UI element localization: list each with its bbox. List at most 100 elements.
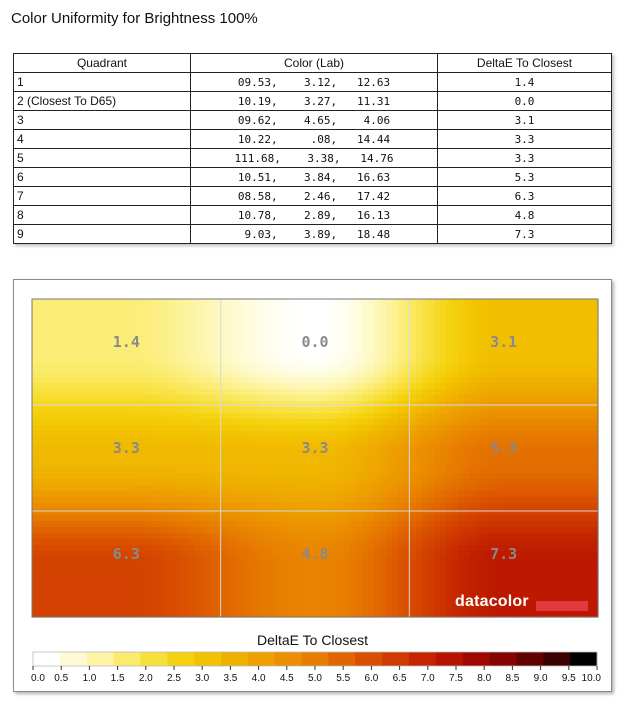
- quadrant-value-label: 5.3: [490, 439, 517, 457]
- quadrant-value-label: 0.0: [301, 333, 328, 351]
- colorbar-tick-label: 2.0: [139, 673, 153, 684]
- table-row: 4 10.22, .08, 14.44 3.3: [13, 129, 612, 149]
- color-lab-cell: 09.53, 3.12, 12.63: [190, 72, 438, 92]
- quadrant-value-label: 4.8: [301, 545, 328, 563]
- table-row: 5 111.68, 3.38, 14.76 3.3: [13, 148, 612, 168]
- colorbar-swatch: [355, 652, 383, 666]
- colorbar-swatch: [516, 652, 544, 666]
- colorbar-swatch: [328, 652, 356, 666]
- colorbar-swatch: [489, 652, 517, 666]
- color-lab-cell: 08.58, 2.46, 17.42: [190, 186, 438, 206]
- quadrant-value-label: 7.3: [490, 545, 517, 563]
- deltae-cell: 1.4: [437, 72, 612, 92]
- uniformity-chart-panel: 1.4 0.0 3.1 3.3 3.3 5.3 6.3 4.8 7.3 0.0 0.5 1.0 1.5 2…: [13, 279, 612, 692]
- column-header-deltae: DeltaE To Closest: [437, 53, 612, 73]
- colorbar-tick-label: 3.0: [195, 673, 209, 684]
- quadrant-value-label: 3.3: [113, 439, 140, 457]
- table-row: 6 10.51, 3.84, 16.63 5.3: [13, 167, 612, 187]
- deltae-cell: 3.3: [437, 129, 612, 149]
- colorbar-tick-label: 4.5: [280, 673, 294, 684]
- datacolor-logo-bar: [536, 601, 588, 611]
- deltae-cell: 0.0: [437, 91, 612, 111]
- quadrant-table: Quadrant Color (Lab) DeltaE To Closest 1…: [13, 53, 612, 244]
- colorbar-swatch: [462, 652, 490, 666]
- deltae-cell: 6.3: [437, 186, 612, 206]
- colorbar-tick-label: 8.0: [477, 673, 491, 684]
- quadrant-cell: 6: [13, 167, 191, 187]
- color-lab-cell: 10.51, 3.84, 16.63: [190, 167, 438, 187]
- color-lab-cell: 09.62, 4.65, 4.06: [190, 110, 438, 130]
- colorbar-swatch: [543, 652, 571, 666]
- colorbar-tick-label: 9.5: [562, 673, 576, 684]
- colorbar-swatch: [33, 652, 61, 666]
- uniformity-heatmap-svg: 1.4 0.0 3.1 3.3 3.3 5.3 6.3 4.8 7.3 0.0 0.5 1.0 1.5 2…: [31, 298, 602, 684]
- colorbar-swatch: [221, 652, 249, 666]
- color-lab-cell: 10.22, .08, 14.44: [190, 129, 438, 149]
- colorbar-swatch: [140, 652, 168, 666]
- colorbar-swatch: [59, 652, 88, 666]
- quadrant-cell: 3: [13, 110, 191, 130]
- colorbar-tick-label: 1.0: [82, 673, 96, 684]
- quadrant-value-label: 3.3: [301, 439, 328, 457]
- quadrant-cell: 5: [13, 148, 191, 168]
- page-title: Color Uniformity for Brightness 100%: [11, 10, 258, 27]
- datacolor-logo: datacolor: [455, 593, 529, 610]
- colorbar-swatch: [570, 652, 598, 666]
- quadrant-value-label: 6.3: [113, 545, 140, 563]
- color-lab-cell: 9.03, 3.89, 18.48: [190, 224, 438, 244]
- quadrant-value-label: 1.4: [113, 333, 140, 351]
- table-row: 2 (Closest To D65) 10.19, 3.27, 11.31 0.0: [13, 91, 612, 111]
- colorbar-swatch: [194, 652, 222, 666]
- table-header-row: Quadrant Color (Lab) DeltaE To Closest: [13, 53, 612, 73]
- colorbar-tick-label: 5.0: [308, 673, 322, 684]
- quadrant-cell: 8: [13, 205, 191, 225]
- colorbar-tick-label: 2.5: [167, 673, 181, 684]
- quadrant-cell: 2 (Closest To D65): [13, 91, 191, 111]
- deltae-cell: 3.1: [437, 110, 612, 130]
- colorbar-tick-label: 7.5: [449, 673, 463, 684]
- colorbar-swatch: [274, 652, 302, 666]
- colorbar-tick-label: 6.5: [393, 673, 407, 684]
- colorbar-tick-label: 1.5: [111, 673, 125, 684]
- heatmap-field: [32, 299, 599, 618]
- quadrant-value-label: 3.1: [490, 333, 517, 351]
- deltae-cell: 3.3: [437, 148, 612, 168]
- column-header-color-lab: Color (Lab): [190, 53, 438, 73]
- colorbar-swatch: [382, 652, 410, 666]
- quadrant-cell: 9: [13, 224, 191, 244]
- table-row: 3 09.62, 4.65, 4.06 3.1: [13, 110, 612, 130]
- color-lab-cell: 10.78, 2.89, 16.13: [190, 205, 438, 225]
- color-lab-cell: 10.19, 3.27, 11.31: [190, 91, 438, 111]
- quadrant-cell: 4: [13, 129, 191, 149]
- table-row: 1 09.53, 3.12, 12.63 1.4: [13, 72, 612, 92]
- colorbar-swatch: [435, 652, 464, 666]
- color-lab-cell: 111.68, 3.38, 14.76: [190, 148, 438, 168]
- colorbar-tick-label: 7.0: [421, 673, 435, 684]
- table-row: 8 10.78, 2.89, 16.13 4.8: [13, 205, 612, 225]
- colorbar-tick-label: 0.0: [31, 673, 45, 684]
- colorbar-tick-label: 10.0: [582, 673, 602, 684]
- colorbar-tick-label: 9.0: [534, 673, 548, 684]
- colorbar-swatch: [86, 652, 114, 666]
- colorbar-title: DeltaE To Closest: [256, 632, 368, 648]
- colorbar-swatch: [167, 652, 195, 666]
- plot-frame: [31, 298, 599, 618]
- colorbar-swatch: [409, 652, 437, 666]
- colorbar-swatch: [301, 652, 329, 666]
- table-row: 9 9.03, 3.89, 18.48 7.3: [13, 224, 612, 244]
- column-header-quadrant: Quadrant: [13, 53, 191, 73]
- deltae-cell: 4.8: [437, 205, 612, 225]
- quadrant-cell: 1: [13, 72, 191, 92]
- colorbar-tick-label: 5.5: [336, 673, 350, 684]
- colorbar-tick-label: 3.5: [223, 673, 237, 684]
- colorbar-swatch: [113, 652, 141, 666]
- deltae-cell: 7.3: [437, 224, 612, 244]
- colorbar-swatch: [247, 652, 276, 666]
- table-row: 7 08.58, 2.46, 17.42 6.3: [13, 186, 612, 206]
- quadrant-cell: 7: [13, 186, 191, 206]
- colorbar-tick-label: 8.5: [505, 673, 519, 684]
- colorbar-tick-label: 0.5: [54, 673, 68, 684]
- colorbar-tick-label: 6.0: [364, 673, 378, 684]
- colorbar-tick-label: 4.0: [252, 673, 266, 684]
- deltae-cell: 5.3: [437, 167, 612, 187]
